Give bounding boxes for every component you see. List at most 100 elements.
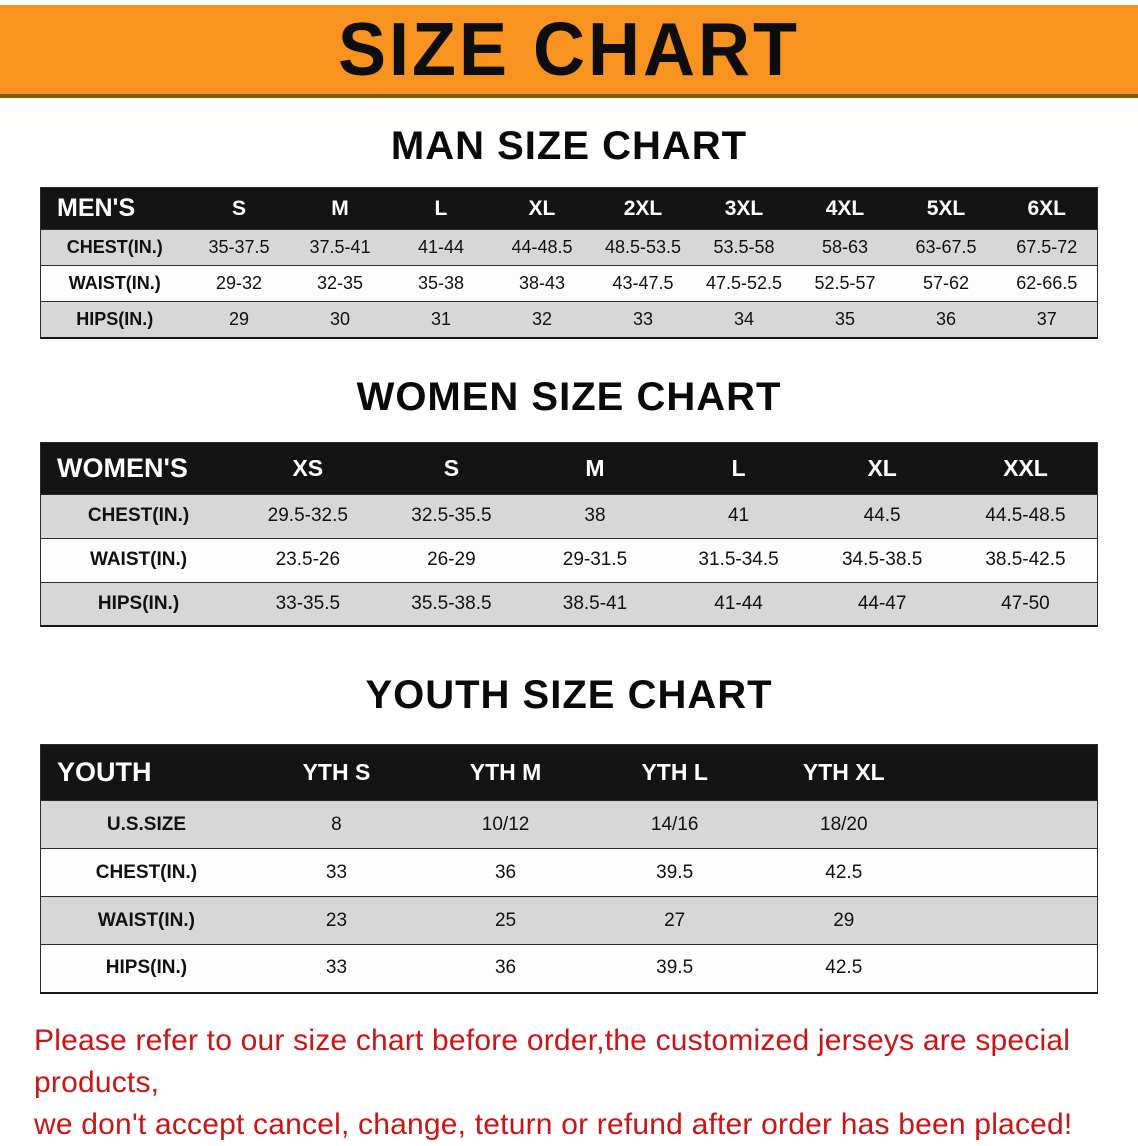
size-value: 29 — [228, 308, 249, 329]
size-value: 32-35 — [316, 273, 363, 293]
size-column-header: XL — [528, 196, 556, 220]
size-value: 23 — [325, 909, 348, 931]
table-row: U.S.SIZE 8 10/12 14/16 18/20 — [40, 800, 1098, 849]
spacer-cell — [928, 849, 1097, 897]
measurement-label: WAIST(IN.) — [68, 273, 161, 293]
size-column-header: M — [331, 196, 349, 220]
size-value: 44-48.5 — [511, 237, 573, 257]
size-value: 31.5-34.5 — [698, 549, 779, 570]
size-column-header: XS — [292, 454, 324, 481]
table-row: CHEST(IN.) 35-37.5 37.5-41 41-44 44-48.5 48.5… — [40, 229, 1098, 266]
size-value: 34.5-38.5 — [841, 549, 923, 570]
size-value: 38 — [584, 505, 606, 526]
size-value: 47.5-52.5 — [705, 273, 782, 293]
table-title-cell: MEN'S — [57, 194, 136, 222]
size-value: 29-31.5 — [562, 549, 628, 570]
size-value: 30 — [329, 308, 350, 329]
disclaimer-line-1: Please refer to our size chart before or… — [34, 1023, 1071, 1099]
size-value: 25 — [494, 909, 517, 931]
size-value: 34 — [733, 308, 754, 329]
size-column-header: YTH M — [469, 759, 542, 785]
men-section-heading: MAN SIZE CHART — [390, 124, 748, 168]
size-column-header: 6XL — [1027, 196, 1066, 220]
youth-section-heading: YOUTH SIZE CHART — [365, 673, 773, 717]
size-value: 47-50 — [1001, 592, 1050, 614]
size-column-header: 3XL — [724, 196, 764, 220]
page-title: SIZE CHART — [338, 7, 800, 92]
size-value: 38-43 — [518, 273, 565, 293]
table-row: HIPS(IN.) 29 30 31 32 33 34 35 36 37 — [40, 301, 1098, 338]
women-size-section: WOMEN SIZE CHART WOMEN'S XS S M L XL XXL CHEST(… — [0, 374, 1138, 627]
table-title-cell: YOUTH — [57, 757, 152, 787]
spacer-cell — [928, 897, 1097, 945]
table-row: WAIST(IN.) 23.5-26 26-29 29-31.5 31.5-34.5 34… — [40, 538, 1098, 582]
spacer-cell — [928, 945, 1097, 993]
women-size-table: WOMEN'S XS S M L XL XXL CHEST(IN.) 29.5-32.5 32.5… — [40, 441, 1098, 627]
size-value: 44.5 — [863, 505, 901, 526]
size-value: 39.5 — [656, 957, 694, 979]
men-size-section: MAN SIZE CHART MEN'S S M L XL 2XL 3XL 4XL 5XL 6XL… — [0, 124, 1138, 339]
size-column-header: L — [434, 196, 448, 220]
size-value: 8 — [331, 813, 342, 835]
size-column-header: S — [443, 454, 460, 481]
size-value: 53.5-58 — [713, 237, 775, 257]
size-value: 33 — [325, 957, 348, 979]
spacer-cell — [928, 745, 1097, 801]
size-value: 58-63 — [821, 237, 868, 257]
size-column-header: YTH S — [302, 759, 371, 785]
size-value: 36 — [494, 861, 517, 883]
table-row: HIPS(IN.) 33 36 39.5 42.5 — [40, 944, 1098, 993]
size-value: 36 — [935, 308, 956, 329]
measurement-label: WAIST(IN.) — [89, 549, 188, 570]
size-value: 39.5 — [656, 861, 694, 883]
size-value: 14/16 — [650, 813, 699, 835]
size-value: 41-44 — [417, 237, 464, 257]
size-value: 18/20 — [820, 813, 868, 835]
size-value: 26-29 — [427, 549, 476, 570]
size-value: 36 — [494, 957, 517, 979]
measurement-label: HIPS(IN.) — [97, 592, 180, 614]
size-value: 37.5-41 — [309, 237, 371, 257]
size-value: 33 — [325, 861, 348, 883]
size-value: 38.5-42.5 — [985, 549, 1066, 570]
size-value: 52.5-57 — [814, 273, 876, 293]
size-value: 31 — [430, 308, 451, 329]
size-column-header: XXL — [1003, 454, 1048, 481]
table-row: CHEST(IN.) 33 36 39.5 42.5 — [40, 848, 1098, 897]
size-value: 32 — [531, 308, 552, 329]
size-value: 29-32 — [215, 273, 262, 293]
size-value: 57-62 — [922, 273, 969, 293]
size-value: 42.5 — [825, 957, 863, 979]
size-chart-page: SIZE CHART MAN SIZE CHART MEN'S S M L XL 2XL 3… — [0, 5, 1138, 1141]
measurement-label: CHEST(IN.) — [66, 237, 163, 257]
table-header-row: YOUTH YTH S YTH M YTH L YTH XL — [40, 744, 1098, 801]
size-column-header: L — [731, 454, 746, 481]
size-value: 62-66.5 — [1016, 273, 1078, 293]
measurement-label: CHEST(IN.) — [87, 505, 190, 526]
table-header-row: WOMEN'S XS S M L XL XXL — [40, 442, 1098, 494]
table-header-row: MEN'S S M L XL 2XL 3XL 4XL 5XL 6XL — [40, 187, 1098, 230]
measurement-label: CHEST(IN.) — [95, 861, 198, 883]
size-column-header: 2XL — [623, 196, 663, 220]
youth-size-section: YOUTH SIZE CHART YOUTH YTH S YTH M YTH L YTH… — [0, 673, 1138, 994]
size-value: 29 — [833, 909, 855, 931]
size-column-header: XL — [867, 454, 897, 481]
size-value: 48.5-53.5 — [604, 237, 681, 257]
measurement-label: WAIST(IN.) — [97, 909, 195, 931]
size-value: 42.5 — [825, 861, 863, 883]
measurement-label: HIPS(IN.) — [105, 957, 188, 979]
measurement-label: U.S.SIZE — [106, 813, 187, 835]
men-size-table: MEN'S S M L XL 2XL 3XL 4XL 5XL 6XL CHEST(IN.) 35-37… — [40, 187, 1098, 339]
size-value: 41-44 — [714, 592, 763, 614]
size-column-header: YTH XL — [802, 759, 885, 785]
size-value: 29.5-32.5 — [267, 505, 348, 526]
size-value: 33 — [632, 308, 653, 329]
table-title-cell: WOMEN'S — [57, 452, 188, 483]
table-row: CHEST(IN.) 29.5-32.5 32.5-35.5 38 41 44.5 44.5… — [40, 494, 1098, 538]
size-value: 63-67.5 — [915, 237, 977, 257]
size-value: 35 — [834, 308, 855, 329]
women-section-heading: WOMEN SIZE CHART — [356, 374, 782, 419]
disclaimer-line-2: we don't accept cancel, change, teturn o… — [34, 1107, 1073, 1141]
size-value: 67.5-72 — [1016, 237, 1078, 257]
size-column-header: S — [231, 196, 246, 220]
